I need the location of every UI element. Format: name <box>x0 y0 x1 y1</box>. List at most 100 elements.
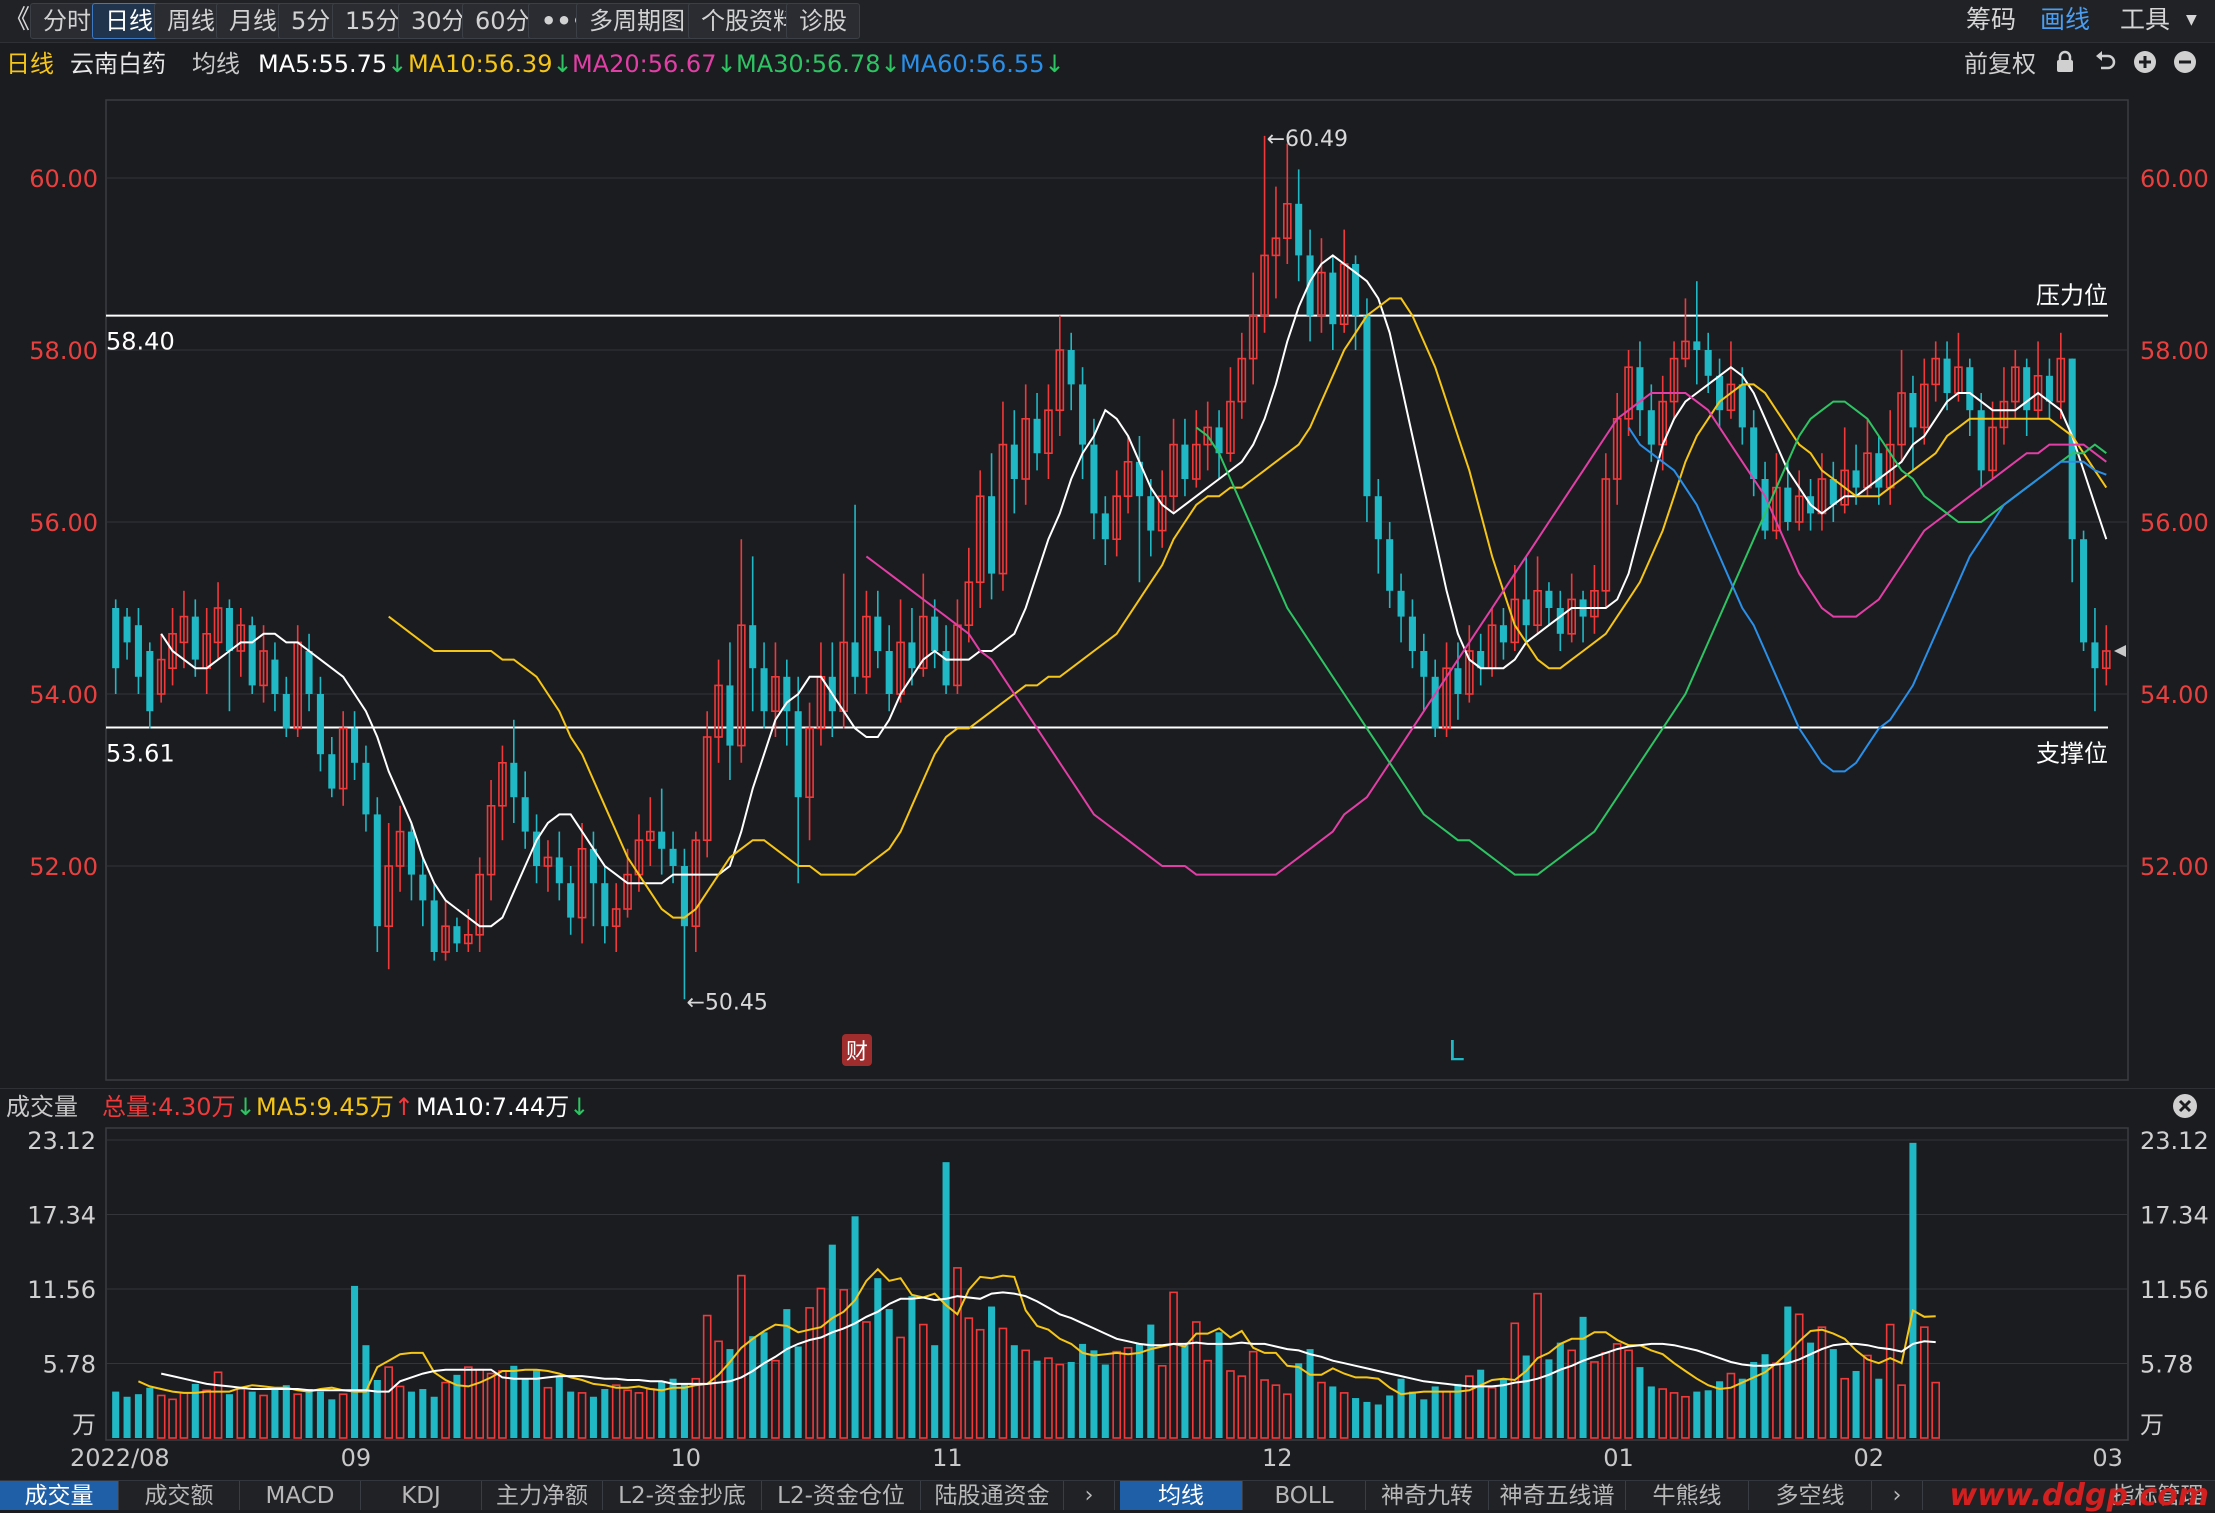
lock-icon[interactable] <box>2052 50 2078 76</box>
volume-bar-up <box>1602 1353 1609 1438</box>
period-high-label: ←60.49 <box>1267 127 1348 152</box>
diagnose-button[interactable]: 诊股 <box>786 3 860 39</box>
ma-line-ma10 <box>389 298 2107 917</box>
volume-bar-up <box>203 1390 210 1438</box>
volume-bar-down <box>761 1332 768 1438</box>
candle-down <box>1375 496 1382 539</box>
candle-down <box>1944 359 1951 393</box>
tab-l2-bottom[interactable]: L2-资金抄底 <box>603 1481 762 1510</box>
volume-bar-up <box>863 1322 870 1438</box>
minus-circle-icon[interactable] <box>2172 50 2198 76</box>
candle-down <box>1909 393 1916 427</box>
caret-down-icon[interactable]: ▼ <box>2186 3 2197 37</box>
volume-bar-up <box>1773 1363 1780 1438</box>
volume-bar-down <box>328 1399 335 1438</box>
volume-chart[interactable]: 23.12 23.12 17.34 17.34 11.56 11.56 5.78 5.78 万 万… <box>0 1124 2215 1480</box>
candle-down <box>1295 204 1302 256</box>
volume-bar-up <box>397 1386 404 1438</box>
level-value-label: 58.40 <box>106 328 175 356</box>
plus-circle-icon[interactable] <box>2132 50 2158 76</box>
candle-down <box>1079 384 1086 444</box>
draw-line-button[interactable]: 画线 <box>2040 3 2090 37</box>
date-tick: 12 <box>1262 1444 1293 1472</box>
chips-button[interactable]: 筹码 <box>1966 3 2016 37</box>
undo-icon[interactable] <box>2092 50 2118 76</box>
tab-turnover[interactable]: 成交额 <box>119 1481 240 1510</box>
tab-td9[interactable]: 神奇九转 <box>1366 1481 1489 1510</box>
volume-bar-up <box>180 1393 187 1438</box>
volume-bar-down <box>1432 1386 1439 1438</box>
volume-bar-up <box>1614 1344 1621 1438</box>
tools-button[interactable]: 工具 <box>2120 3 2170 37</box>
volume-tick-left: 11.56 <box>27 1276 96 1304</box>
candle-down <box>1784 488 1791 522</box>
volume-bar-down <box>783 1309 790 1438</box>
tab-five-lines[interactable]: 神奇五线谱 <box>1489 1481 1626 1510</box>
volume-bar-up <box>1045 1358 1052 1438</box>
candle-down <box>1432 677 1439 729</box>
candlestick-chart[interactable]: 60.00 60.00 58.00 58.00 56.00 56.00 54.00 54.00… <box>0 84 2215 1084</box>
volume-bar-up <box>692 1379 699 1438</box>
volume-bar-up <box>647 1389 654 1438</box>
volume-bar-down <box>1295 1363 1302 1438</box>
candle-down <box>362 763 369 815</box>
tab-l2-position[interactable]: L2-资金仓位 <box>762 1481 921 1510</box>
tab-kdj[interactable]: KDJ <box>361 1481 482 1510</box>
candle-down <box>1739 384 1746 427</box>
candle-down <box>749 625 756 668</box>
volume-bar-down <box>1352 1398 1359 1438</box>
volume-bar-down <box>1398 1379 1405 1438</box>
volume-bar-up <box>1125 1348 1132 1438</box>
volume-bar-up <box>1818 1327 1825 1438</box>
price-tick-left: 58.00 <box>29 337 98 365</box>
tab-ma[interactable]: 均线 <box>1120 1481 1243 1510</box>
candle-down <box>1398 591 1405 617</box>
volume-bar-up <box>1659 1389 1666 1438</box>
volume-bar-up <box>1443 1392 1450 1438</box>
volume-bar-down <box>874 1278 881 1438</box>
volume-bar-down <box>1090 1350 1097 1438</box>
candle-down <box>374 814 381 926</box>
event-l-marker: L <box>1448 1034 1464 1067</box>
tab-northbound[interactable]: 陆股通资金 <box>921 1481 1064 1510</box>
volume-bar-down <box>408 1392 415 1438</box>
volume-bar-up <box>1727 1374 1734 1438</box>
candle-down <box>135 625 142 677</box>
tab-main-net[interactable]: 主力净额 <box>482 1481 603 1510</box>
candle-down <box>1693 341 1700 350</box>
volume-bar-up <box>1170 1292 1177 1438</box>
chevron-right-icon[interactable]: › <box>1872 1481 1923 1510</box>
level-name-label: 支撑位 <box>2036 740 2108 768</box>
volume-bar-down <box>135 1394 142 1438</box>
chevron-right-icon[interactable]: › <box>1064 1481 1115 1510</box>
candle-down <box>601 883 608 926</box>
volume-bar-down <box>1386 1395 1393 1438</box>
tab-bull-bear[interactable]: 牛熊线 <box>1626 1481 1749 1510</box>
tab-macd[interactable]: MACD <box>240 1481 361 1510</box>
candle-down <box>988 496 995 573</box>
volume-bar-down <box>1705 1390 1712 1438</box>
candle-down <box>761 668 768 711</box>
volume-bar-down <box>1545 1359 1552 1438</box>
candle-down <box>1329 273 1336 325</box>
volume-bar-up <box>704 1316 711 1438</box>
volume-bar-down <box>271 1388 278 1438</box>
tab-volume[interactable]: 成交量 <box>0 1481 119 1510</box>
ma-legend-row: 日线 云南白药 均线 MA5:55.75↓ MA10:56.39↓ MA20:5… <box>0 46 2215 82</box>
volume-bar-down <box>886 1309 893 1438</box>
double-chevron-left-icon[interactable]: 《 <box>4 3 30 37</box>
volume-bar-down <box>1693 1392 1700 1438</box>
candle-down <box>419 875 426 901</box>
date-tick: 03 <box>2092 1444 2123 1472</box>
ma-label[interactable]: 均线 <box>192 46 240 82</box>
volume-bar-up <box>1238 1376 1245 1438</box>
price-tick-right: 60.00 <box>2140 165 2209 193</box>
tab-long-short[interactable]: 多空线 <box>1749 1481 1872 1510</box>
candle-down <box>522 797 529 831</box>
tab-boll[interactable]: BOLL <box>1243 1481 1366 1510</box>
date-tick: 11 <box>932 1444 963 1472</box>
volume-bar-up <box>999 1328 1006 1438</box>
volume-bar-up <box>1591 1362 1598 1438</box>
adjust-mode-button[interactable]: 前复权 <box>1964 46 2036 82</box>
volume-bar-down <box>1375 1404 1382 1438</box>
